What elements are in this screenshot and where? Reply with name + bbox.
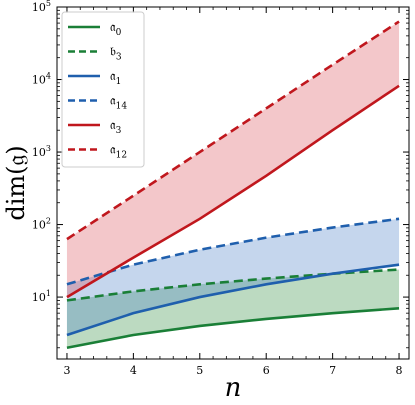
- series-line-5: [66, 20, 400, 241]
- series-line-2: [66, 263, 400, 337]
- axis-ticks: 3 4 5 6 7 8 101 102 103 104 105: [32, 0, 409, 377]
- x-tick-label: 4: [130, 364, 137, 377]
- series-line-4: [66, 84, 400, 299]
- fill-band-0: [66, 269, 400, 348]
- fill-band-2: [66, 21, 400, 298]
- x-tick-label: 8: [396, 364, 403, 377]
- y-axis-label: dim(𝔤): [2, 145, 30, 220]
- y-tick-label: 102: [32, 217, 51, 232]
- series-line-0: [66, 307, 400, 350]
- x-tick-label: 7: [329, 364, 336, 377]
- series-line-3: [66, 217, 400, 286]
- legend: 𝔞0 𝔟3 𝔞1 𝔞14 𝔞3 𝔞12: [61, 11, 145, 168]
- plot-frame: [56, 6, 410, 360]
- x-tick-label: 3: [63, 364, 70, 377]
- legend-label-4: 𝔞3: [110, 118, 122, 136]
- fill-bands: [66, 21, 400, 348]
- series-lines: [66, 20, 400, 350]
- y-tick-label: 101: [32, 289, 51, 304]
- legend-label-1: 𝔟3: [110, 45, 122, 63]
- x-axis-label: n: [225, 373, 242, 403]
- legend-label-0: 𝔞0: [110, 20, 122, 38]
- legend-label-3: 𝔞14: [110, 94, 127, 112]
- legend-label-5: 𝔞12: [110, 143, 127, 161]
- legend-label-2: 𝔞1: [110, 69, 121, 87]
- x-tick-label: 5: [196, 364, 203, 377]
- x-tick-label: 6: [263, 364, 270, 377]
- y-tick-label: 105: [32, 0, 51, 14]
- y-tick-label: 104: [32, 72, 51, 87]
- legend-box: [61, 11, 145, 168]
- fill-band-1: [66, 218, 400, 335]
- y-tick-label: 103: [32, 144, 51, 159]
